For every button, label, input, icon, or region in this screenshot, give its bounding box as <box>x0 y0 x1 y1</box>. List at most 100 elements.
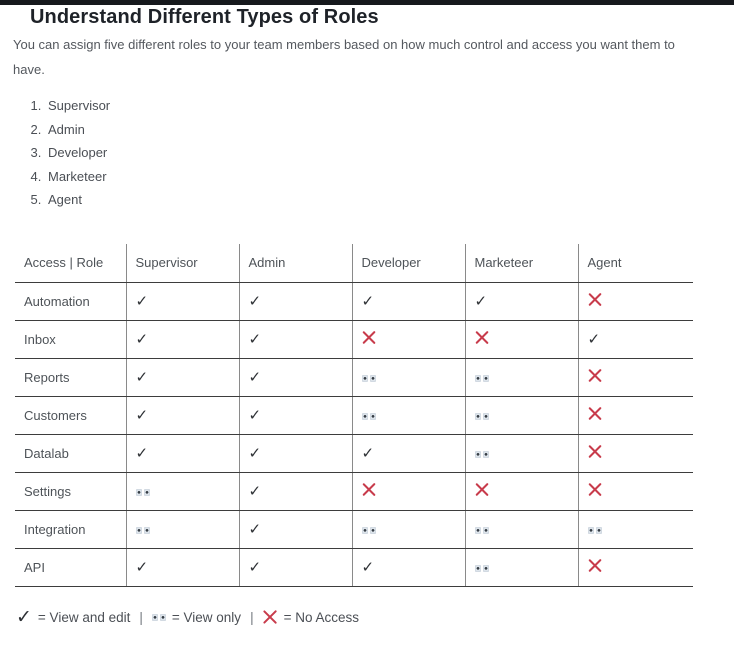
access-cell: ✓ <box>238 472 352 511</box>
view-and-edit-icon: ✓ <box>135 330 149 348</box>
page-title: Understand Different Types of Roles <box>30 6 379 28</box>
table-row: Reports ✓ ✓ <box>15 358 693 397</box>
feature-label: API <box>15 548 126 587</box>
feature-label: Reports <box>15 358 126 397</box>
table-row: Automation ✓ ✓ ✓ ✓ <box>15 282 693 321</box>
access-cell <box>351 358 465 397</box>
legend-separator: | <box>250 609 254 625</box>
table-row: Integration ✓ <box>15 510 693 549</box>
column-header-access-role: Access | Role <box>15 244 126 283</box>
feature-label: Integration <box>15 510 126 549</box>
no-access-icon <box>362 483 376 496</box>
role-list-item: Admin <box>45 118 110 142</box>
no-access-icon <box>588 369 602 382</box>
view-and-edit-icon: ✓ <box>248 444 262 462</box>
access-cell <box>464 320 578 359</box>
table-row: Settings ✓ <box>15 472 693 511</box>
view-only-icon <box>474 564 489 572</box>
access-cell <box>351 472 465 511</box>
access-cell <box>577 396 693 435</box>
view-only-icon <box>135 488 150 496</box>
view-only-icon <box>151 613 166 621</box>
no-access-icon <box>588 483 602 496</box>
access-cell <box>125 472 239 511</box>
access-cell: ✓ <box>351 282 465 321</box>
legend-separator: | <box>139 609 143 625</box>
view-and-edit-icon: ✓ <box>135 292 149 310</box>
feature-label: Inbox <box>15 320 126 359</box>
view-and-edit-icon: ✓ <box>16 608 32 627</box>
view-and-edit-icon: ✓ <box>248 406 262 424</box>
access-cell: ✓ <box>238 282 352 321</box>
role-list-item: Supervisor <box>45 94 110 118</box>
access-roles-table: Access | Role Supervisor Admin Developer Mar… <box>15 244 693 587</box>
access-cell: ✓ <box>238 358 352 397</box>
no-access-icon <box>475 483 489 496</box>
legend-item: = No Access <box>263 610 359 625</box>
legend-item: = View only <box>151 609 242 625</box>
table-row: Customers ✓ ✓ <box>15 396 693 435</box>
no-access-icon <box>588 407 602 420</box>
legend: ✓ = View and edit | = View only | = No Access <box>16 604 359 630</box>
view-only-icon <box>135 526 150 534</box>
access-cell <box>577 510 693 549</box>
table-row: Datalab ✓ ✓ ✓ <box>15 434 693 473</box>
role-list-item: Agent <box>45 188 110 212</box>
top-bar <box>0 0 734 5</box>
access-cell: ✓ <box>351 548 465 587</box>
table-header-row: Access | Role Supervisor Admin Developer Mar… <box>15 244 693 283</box>
access-cell <box>577 282 693 321</box>
view-and-edit-icon: ✓ <box>135 406 149 424</box>
access-cell: ✓ <box>125 396 239 435</box>
access-cell: ✓ <box>125 358 239 397</box>
legend-label: = View and edit <box>37 609 131 625</box>
table-row: API ✓ ✓ ✓ <box>15 548 693 587</box>
role-list-item: Developer <box>45 141 110 165</box>
access-cell <box>351 320 465 359</box>
access-cell <box>351 396 465 435</box>
view-only-icon <box>361 412 376 420</box>
view-and-edit-icon: ✓ <box>248 482 262 500</box>
view-and-edit-icon: ✓ <box>248 520 262 538</box>
view-only-icon <box>474 374 489 382</box>
column-header-supervisor: Supervisor <box>125 244 239 283</box>
access-cell: ✓ <box>125 434 239 473</box>
column-header-agent: Agent <box>577 244 693 283</box>
access-cell <box>464 510 578 549</box>
view-and-edit-icon: ✓ <box>587 330 601 348</box>
no-access-icon <box>588 445 602 458</box>
table-row: Inbox ✓ ✓ ✓ <box>15 320 693 359</box>
feature-label: Customers <box>15 396 126 435</box>
no-access-icon <box>263 610 278 624</box>
access-cell <box>464 358 578 397</box>
view-and-edit-icon: ✓ <box>135 444 149 462</box>
access-cell <box>464 434 578 473</box>
access-cell: ✓ <box>238 434 352 473</box>
access-cell <box>351 510 465 549</box>
view-and-edit-icon: ✓ <box>16 606 32 628</box>
view-only-icon <box>361 526 376 534</box>
column-header-admin: Admin <box>238 244 352 283</box>
feature-label: Automation <box>15 282 126 321</box>
view-only-icon <box>587 526 602 534</box>
view-only-icon <box>474 450 489 458</box>
access-cell <box>577 548 693 587</box>
legend-item: ✓ = View and edit <box>16 608 130 627</box>
view-and-edit-icon: ✓ <box>361 558 375 576</box>
access-cell <box>125 510 239 549</box>
no-access-icon <box>588 293 602 306</box>
column-header-marketeer: Marketeer <box>464 244 578 283</box>
access-cell: ✓ <box>238 510 352 549</box>
access-cell: ✓ <box>125 548 239 587</box>
view-and-edit-icon: ✓ <box>248 558 262 576</box>
view-and-edit-icon: ✓ <box>248 330 262 348</box>
access-cell: ✓ <box>238 548 352 587</box>
view-and-edit-icon: ✓ <box>135 558 149 576</box>
view-and-edit-icon: ✓ <box>361 444 375 462</box>
legend-label: = No Access <box>283 609 359 625</box>
access-cell: ✓ <box>125 320 239 359</box>
access-cell: ✓ <box>351 434 465 473</box>
access-cell: ✓ <box>238 396 352 435</box>
legend-label: = View only <box>171 609 242 625</box>
